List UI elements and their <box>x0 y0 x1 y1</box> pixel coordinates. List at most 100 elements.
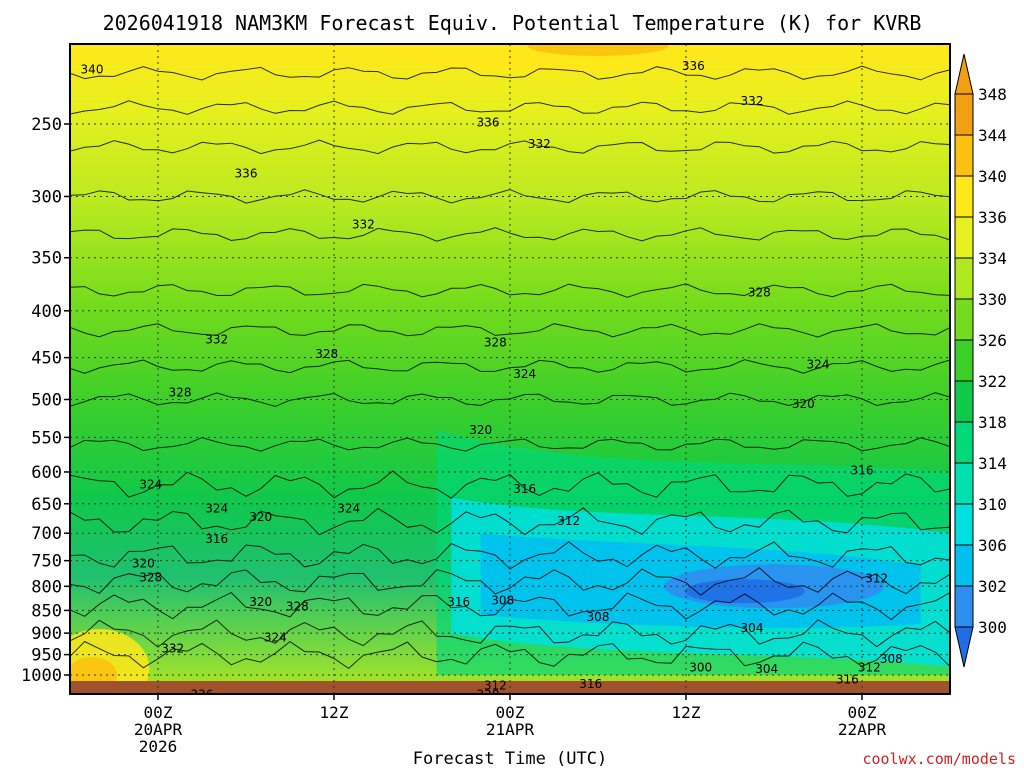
colorbar-segment <box>954 175 974 218</box>
contour-label: 328 <box>484 335 507 349</box>
contour-line <box>70 65 950 81</box>
colorbar-segment <box>954 421 974 464</box>
colorbar-label: 340 <box>978 167 1007 186</box>
colorbar-segment <box>954 257 974 300</box>
contour-label: 332 <box>741 94 764 108</box>
contour-label: 340 <box>176 705 199 719</box>
contour-label: 316 <box>447 595 470 609</box>
contour-label: 332 <box>161 641 184 655</box>
contour-line <box>70 139 950 155</box>
contour-label: 324 <box>205 502 228 516</box>
x-tick-label: 12Z <box>672 703 701 722</box>
contour-label: 308 <box>880 652 903 666</box>
contour-label: 332 <box>227 710 250 724</box>
contour-label: 324 <box>139 477 162 491</box>
colorbar-extend-max <box>954 53 974 95</box>
contour-label: 336 <box>191 687 214 701</box>
cold-core-300 <box>684 579 805 604</box>
colorbar-segment <box>954 216 974 259</box>
contour-label: 312 <box>858 660 881 674</box>
warm-core-top <box>528 44 668 56</box>
chart-title: 2026041918 NAM3KM Forecast Equiv. Potent… <box>103 11 922 35</box>
colorbar-segment <box>954 544 974 587</box>
colorbar-label: 348 <box>978 85 1007 104</box>
colorbar-label: 322 <box>978 372 1007 391</box>
contour-line <box>70 507 950 536</box>
contour-line <box>70 567 950 596</box>
contour-label: 328 <box>440 702 463 716</box>
contour-label: 324 <box>264 631 287 645</box>
contour-label: 332 <box>528 137 551 151</box>
y-tick-label: 800 <box>31 577 62 597</box>
contour-label: 316 <box>851 464 874 478</box>
contour-label: 320 <box>469 423 492 437</box>
colorbar-label: 318 <box>978 413 1007 432</box>
contour-label: 320 <box>477 687 500 701</box>
x-tick-label: 2026 <box>139 737 178 756</box>
colorbar-label: 310 <box>978 495 1007 514</box>
contour-label: 328 <box>169 385 192 399</box>
colorbar-label: 330 <box>978 290 1007 309</box>
contour-label: 328 <box>748 286 771 300</box>
contour-label: 332 <box>205 333 228 347</box>
colorbar-segment <box>954 380 974 423</box>
colorbar-label: 302 <box>978 577 1007 596</box>
colorbar-label: 326 <box>978 331 1007 350</box>
colorbar-segment <box>954 93 974 136</box>
contour-line <box>70 283 950 298</box>
contour-line <box>70 227 950 242</box>
x-tick-label: 00Z <box>496 703 525 722</box>
y-tick-label: 550 <box>31 428 62 448</box>
y-tick-label: 250 <box>31 115 62 135</box>
contour-label: 312 <box>865 571 888 585</box>
contour-label: 328 <box>286 600 309 614</box>
contour-label: 316 <box>205 532 228 546</box>
x-tick-label: 21APR <box>486 720 535 739</box>
contour-line <box>70 359 950 374</box>
y-tick-label: 1000 <box>21 666 62 686</box>
x-tick-label: 12Z <box>320 703 349 722</box>
y-tick-label: 350 <box>31 249 62 269</box>
y-tick-label: 900 <box>31 624 62 644</box>
colorbar-label: 300 <box>978 618 1007 637</box>
contour-label: 336 <box>477 115 500 129</box>
contour-label: 308 <box>491 593 514 607</box>
contour-label: 320 <box>249 595 272 609</box>
contour-label: 308 <box>587 610 610 624</box>
contour-label: 336 <box>682 59 705 73</box>
contour-label: 324 <box>807 358 830 372</box>
y-tick-label: 950 <box>31 646 62 666</box>
x-tick-label: 00Z <box>848 703 877 722</box>
contour-label: 328 <box>139 570 162 584</box>
contour-label: 324 <box>337 502 360 516</box>
contour-label: 312 <box>484 679 507 693</box>
y-tick-label: 500 <box>31 391 62 411</box>
colorbar-segment <box>954 462 974 505</box>
colorbar-segment <box>954 298 974 341</box>
y-tick-label: 450 <box>31 349 62 369</box>
contour-label: 320 <box>792 397 815 411</box>
y-tick-label: 850 <box>31 601 62 621</box>
contour-label: 320 <box>249 510 272 524</box>
contour-label: 316 <box>579 677 602 691</box>
contour-label: 328 <box>315 347 338 361</box>
contour-label: 304 <box>755 662 778 676</box>
y-tick-label: 400 <box>31 302 62 322</box>
colorbar-label: 344 <box>978 126 1007 145</box>
colorbar-segment <box>954 339 974 382</box>
contour-label: 336 <box>235 166 258 180</box>
contour-label: 312 <box>557 514 580 528</box>
colorbar-label: 336 <box>978 208 1007 227</box>
colorbar-segment <box>954 585 974 628</box>
y-tick-label: 650 <box>31 495 62 515</box>
contour-label: 340 <box>81 63 104 77</box>
y-tick-label: 300 <box>31 187 62 207</box>
y-tick-label: 750 <box>31 552 62 572</box>
x-tick-label: 00Z <box>144 703 173 722</box>
x-axis-label: Forecast Time (UTC) <box>413 749 607 768</box>
contour-label: 320 <box>132 556 155 570</box>
contour-label: 304 <box>741 621 764 635</box>
colorbar-segment <box>954 503 974 546</box>
credit-text: coolwx.com/models <box>862 750 1016 768</box>
